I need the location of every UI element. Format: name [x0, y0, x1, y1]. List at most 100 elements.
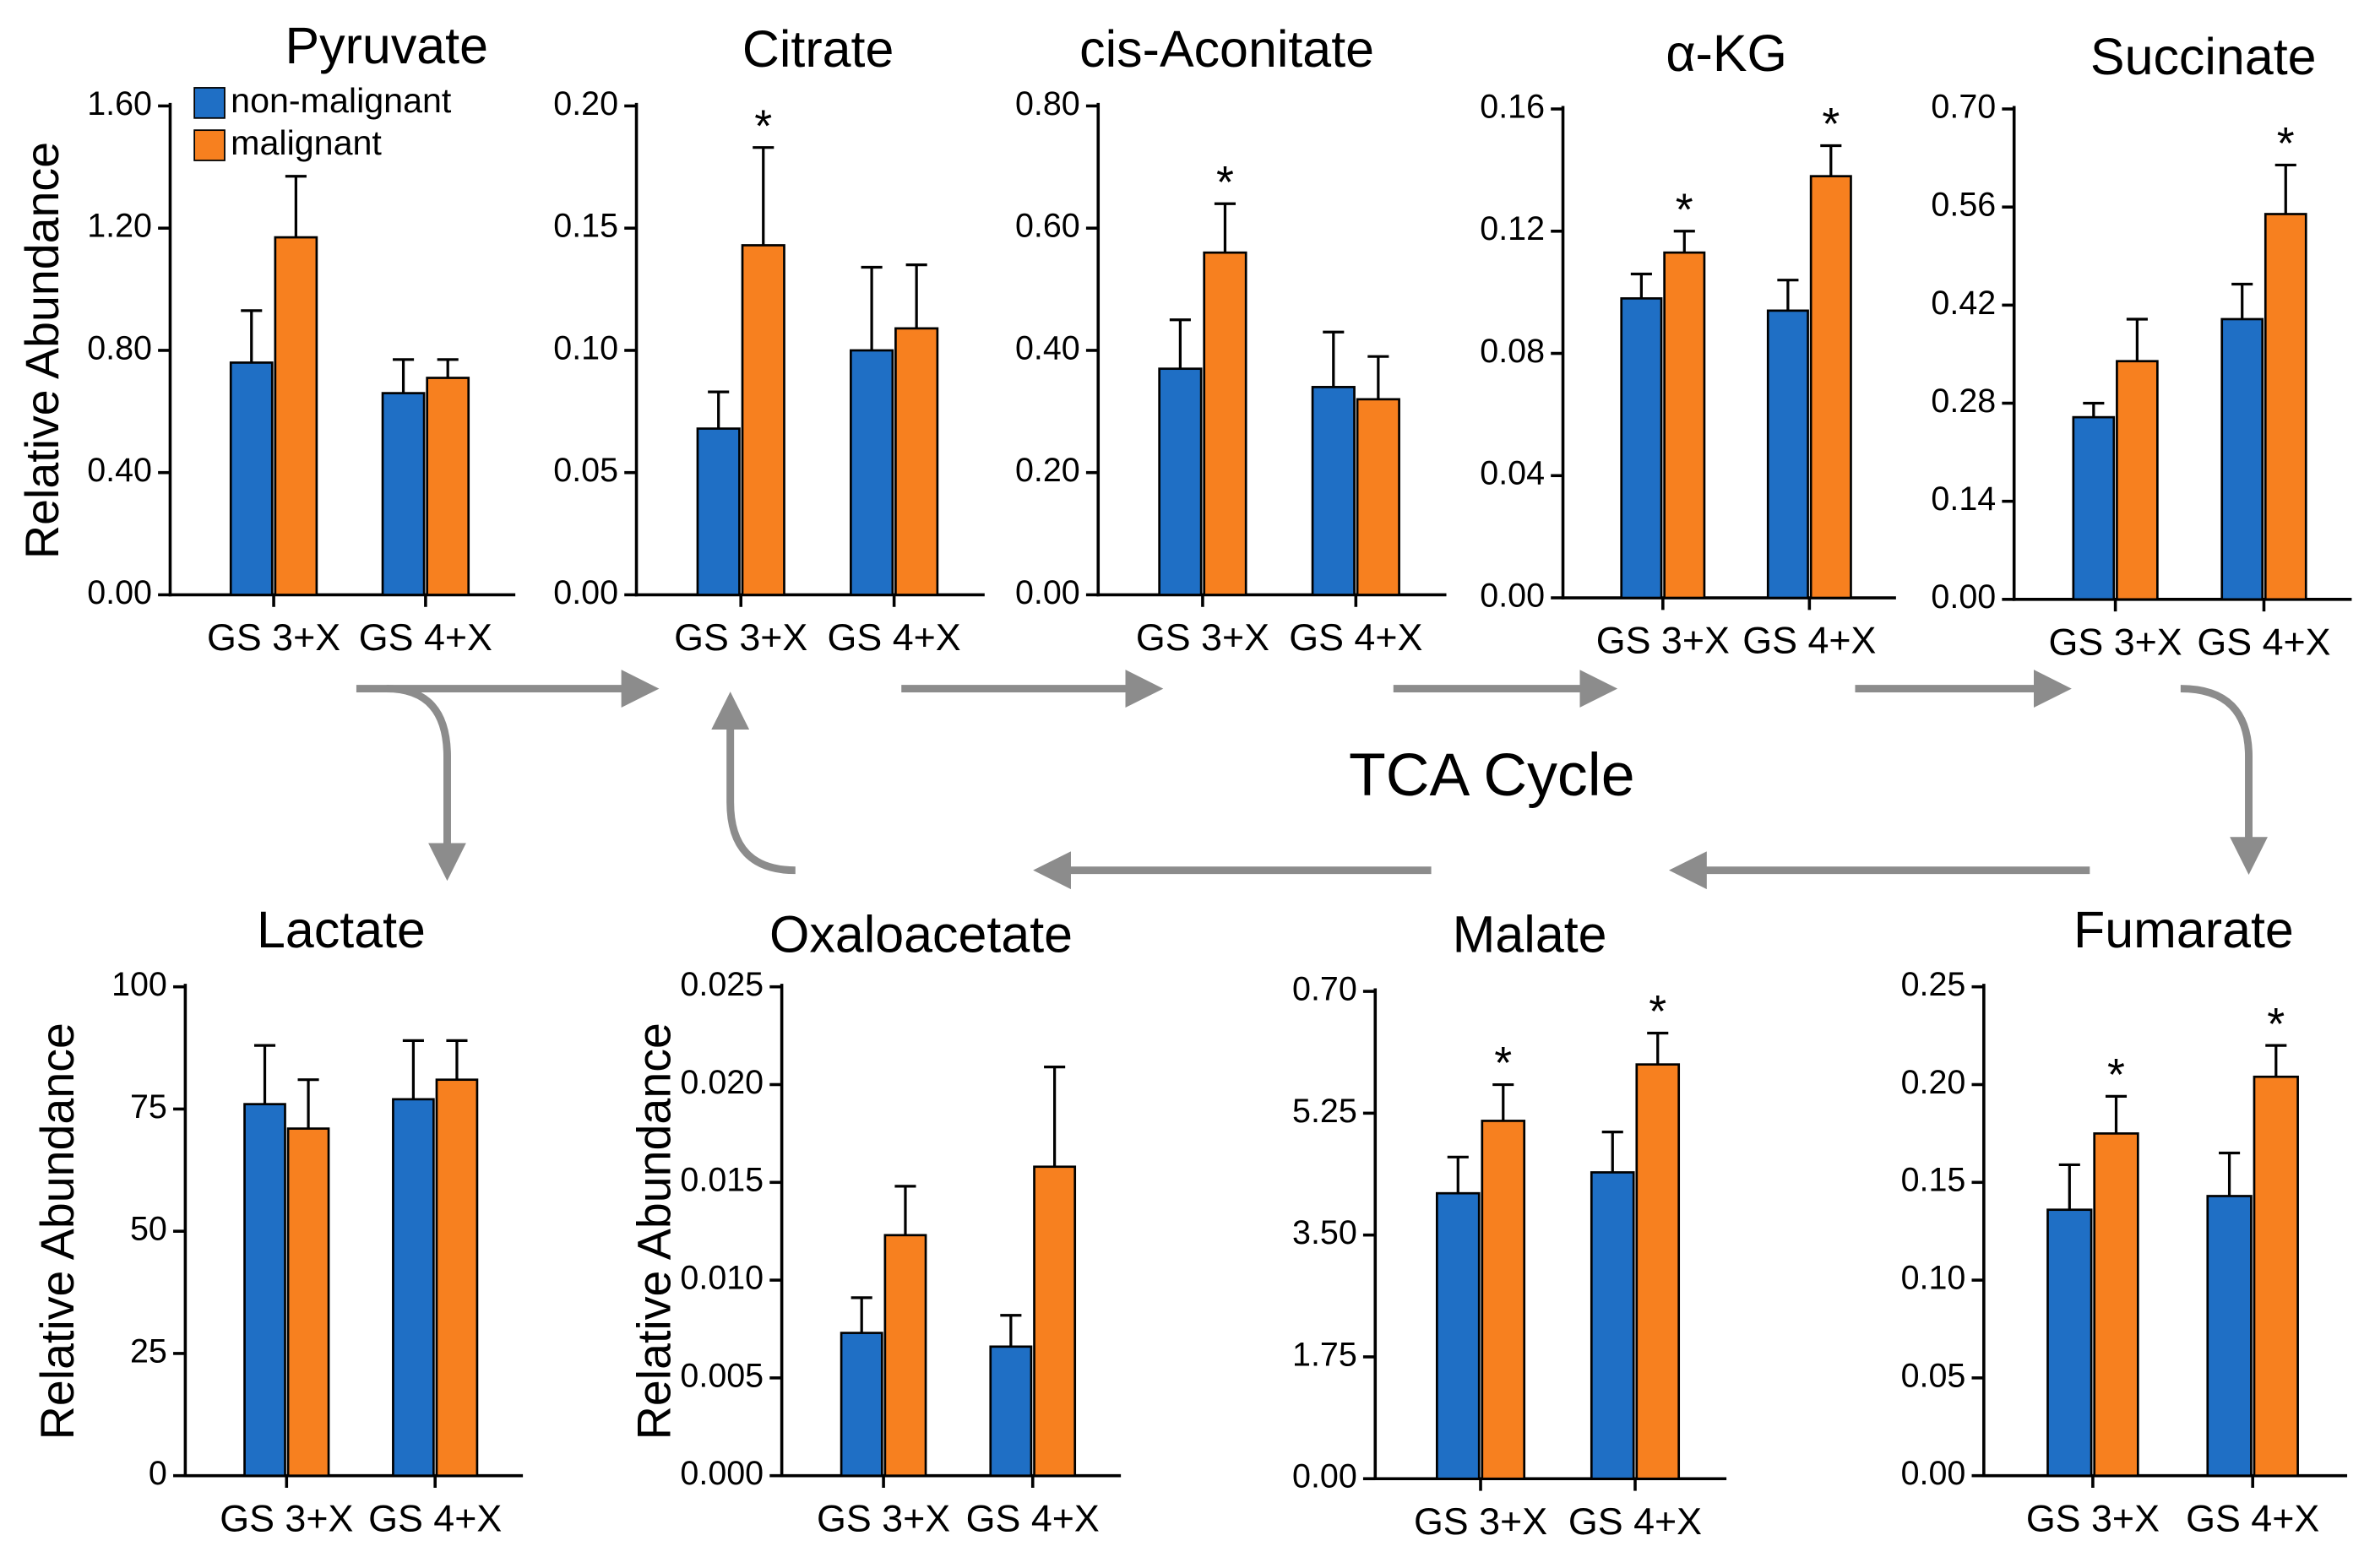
x-tick-label: GS 4+X [359, 616, 492, 659]
x-tick-label: GS 3+X [220, 1497, 353, 1539]
error-bar [253, 1044, 276, 1104]
error-bar [1647, 1031, 1669, 1065]
legend-label: non-malignant [231, 81, 452, 120]
significance-marker: * [2267, 999, 2285, 1050]
y-tick-label: 0.60 [1015, 208, 1080, 245]
y-tick-label: 0.00 [1015, 574, 1080, 611]
bar [243, 1103, 286, 1478]
bar [435, 1078, 479, 1478]
bar [392, 1098, 435, 1478]
x-tick-label: GS 4+X [1742, 620, 1876, 662]
x-tick-label: GS 4+X [966, 1497, 1100, 1539]
bar [1663, 251, 1706, 600]
y-tick-label: 1.75 [1292, 1336, 1357, 1373]
y-tick-label: 0.025 [680, 966, 764, 1003]
y-tick-label: 0.20 [1015, 452, 1080, 489]
y-tick-label: 0 [149, 1455, 167, 1492]
y-tick-label: 0.00 [1480, 577, 1545, 614]
y-tick-label: 0.70 [1292, 970, 1357, 1007]
bar [426, 377, 470, 596]
bar [1590, 1171, 1635, 1480]
significance-marker: * [2277, 118, 2295, 169]
bar [2072, 415, 2116, 601]
bar [883, 1234, 927, 1478]
error-bar [2274, 163, 2296, 214]
cycle-arrows [356, 670, 2268, 890]
x-tick-label: GS 3+X [674, 616, 807, 659]
y-tick-label: 50 [130, 1211, 167, 1248]
bar [1311, 386, 1356, 596]
arrow [386, 685, 466, 882]
significance-marker: * [2107, 1050, 2125, 1100]
y-tick-label: 0.08 [1480, 333, 1545, 370]
error-bar [2219, 1151, 2241, 1196]
error-bar [437, 358, 459, 378]
bar [1809, 175, 1852, 600]
significance-marker: * [1216, 157, 1234, 208]
y-tick-label: 0.12 [1480, 210, 1545, 247]
y-tick-label: 0.020 [680, 1064, 764, 1101]
y-tick-label: 0.05 [1901, 1357, 1966, 1394]
y-tick-label: 0.80 [1015, 85, 1080, 122]
legend-swatch [193, 87, 226, 119]
y-tick-label: 100 [111, 966, 167, 1003]
x-tick-label: GS 3+X [1136, 616, 1269, 659]
chart-title: Lactate [257, 901, 426, 958]
error-bar [1673, 230, 1695, 253]
chart-title: Fumarate [2073, 901, 2294, 958]
bar [1158, 367, 1203, 596]
bar [2116, 360, 2159, 601]
y-tick-label: 0.56 [1931, 187, 1996, 224]
legend-swatch [193, 129, 226, 161]
bar [381, 392, 426, 596]
chart-title: Pyruvate [285, 17, 488, 74]
y-tick-label: 0.00 [1931, 578, 1996, 616]
chart-title: cis-Aconitate [1079, 20, 1374, 78]
arrow [711, 692, 796, 875]
y-tick-label: 0.000 [680, 1455, 764, 1492]
error-bar [285, 175, 307, 238]
y-tick-label: 75 [130, 1088, 167, 1126]
error-bar [753, 146, 774, 246]
error-bar [2265, 1044, 2287, 1077]
y-tick-label: 0.20 [1901, 1064, 1966, 1101]
y-tick-label: 0.00 [553, 574, 618, 611]
x-tick-label: GS 3+X [1414, 1500, 1547, 1543]
x-tick-label: GS 3+X [2049, 621, 2182, 663]
y-tick-label: 25 [130, 1332, 167, 1370]
y-tick-label: 1.20 [87, 208, 152, 245]
y-tick-label: 0.015 [680, 1162, 764, 1199]
y-tick-label: 0.28 [1931, 383, 1996, 420]
error-bar [2083, 401, 2105, 418]
y-axis-label: Relative Abundance [31, 1023, 84, 1440]
y-tick-label: 0.00 [1292, 1458, 1357, 1495]
bar [741, 244, 785, 596]
error-bar [2126, 317, 2148, 361]
error-bar [402, 1039, 424, 1099]
bar [1203, 251, 1247, 596]
arrow [2180, 685, 2268, 876]
bar [286, 1127, 330, 1478]
chart-title: Succinate [2090, 28, 2317, 85]
x-tick-label: GS 3+X [1596, 620, 1730, 662]
significance-marker: * [1649, 986, 1666, 1037]
y-tick-label: 0.20 [553, 85, 618, 122]
error-bar [1820, 144, 1842, 176]
cycle-label: TCA Cycle [1349, 741, 1635, 809]
significance-marker: * [1676, 184, 1693, 235]
bar [2206, 1195, 2253, 1478]
x-tick-label: GS 4+X [828, 616, 961, 659]
y-axis-label: Relative Abundance [16, 142, 68, 559]
bar [229, 361, 274, 596]
bar [2046, 1208, 2093, 1478]
chart-title: Citrate [742, 20, 894, 78]
y-tick-label: 0.05 [553, 452, 618, 489]
bar [1481, 1120, 1526, 1480]
bar [2220, 317, 2264, 601]
y-tick-label: 0.010 [680, 1259, 764, 1296]
bar [894, 327, 939, 596]
y-tick-label: 0.10 [1901, 1259, 1966, 1296]
x-tick-label: GS 4+X [2186, 1497, 2319, 1539]
y-tick-label: 0.40 [1015, 329, 1080, 366]
